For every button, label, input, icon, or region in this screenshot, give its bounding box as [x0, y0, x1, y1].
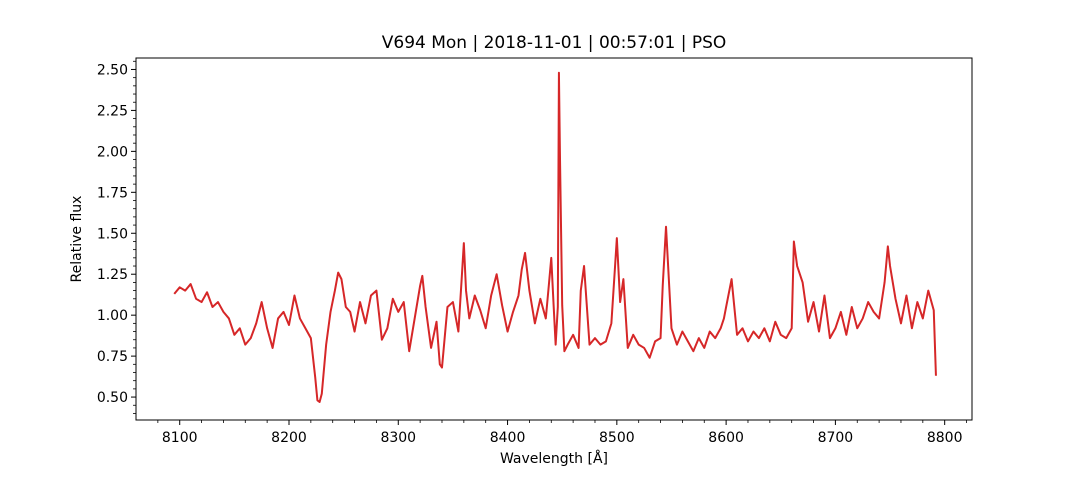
x-tick-label-8800: 8800 — [927, 430, 963, 446]
x-tick-label-8500: 8500 — [599, 430, 635, 446]
x-tick-label-8400: 8400 — [490, 430, 526, 446]
plot-area — [173, 71, 937, 403]
y-tick-label-2: 1.00 — [97, 308, 128, 324]
x-tick-label-8300: 8300 — [380, 430, 416, 446]
plot-frame — [135, 57, 973, 421]
x-tick-label-8100: 8100 — [162, 430, 198, 446]
x-tick-label-8700: 8700 — [818, 430, 854, 446]
y-tick-label-1: 0.75 — [97, 349, 128, 365]
y-tick-label-4: 1.50 — [97, 226, 128, 242]
chart-title: V694 Mon | 2018-11-01 | 00:57:01 | PSO — [382, 33, 727, 53]
x-tick-label-8600: 8600 — [708, 430, 744, 446]
y-tick-label-6: 2.00 — [97, 144, 128, 160]
y-tick-label-3: 1.25 — [97, 267, 128, 283]
y-tick-label-7: 2.25 — [97, 103, 128, 119]
x-tick-label-8200: 8200 — [271, 430, 307, 446]
y-axis-label: Relative flux — [69, 196, 85, 283]
series-line-0 — [173, 71, 937, 403]
x-axis-label: Wavelength [Å] — [500, 450, 608, 467]
y-tick-label-0: 0.50 — [97, 390, 128, 406]
y-tick-label-5: 1.75 — [97, 185, 128, 201]
axes: 8100 8200 8300 8400 8500 8600 8700 8800 0.50 0.75… — [97, 57, 973, 446]
y-tick-label-8: 2.50 — [97, 62, 128, 78]
